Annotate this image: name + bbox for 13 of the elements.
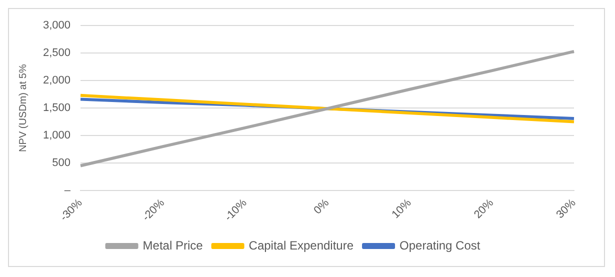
y-axis-title: NPV (USDm) at 5% [18, 64, 29, 152]
y-tick-label: 3,000 [42, 20, 71, 32]
legend-label: Capital Expenditure [248, 238, 354, 252]
y-tick-label: – [64, 184, 72, 197]
x-tick-label: 0% [312, 196, 332, 217]
y-tick-label: 2,000 [42, 74, 71, 87]
y-tick-label: 1,000 [42, 130, 71, 142]
x-tick-label: 30% [554, 196, 578, 222]
legend-label: Metal Price [142, 238, 204, 252]
y-tick-label: 2,500 [42, 47, 71, 60]
y-tick-label: 500 [52, 157, 71, 170]
legend-label: Operating Cost [400, 238, 481, 252]
y-tick-label: 1,500 [42, 102, 71, 114]
